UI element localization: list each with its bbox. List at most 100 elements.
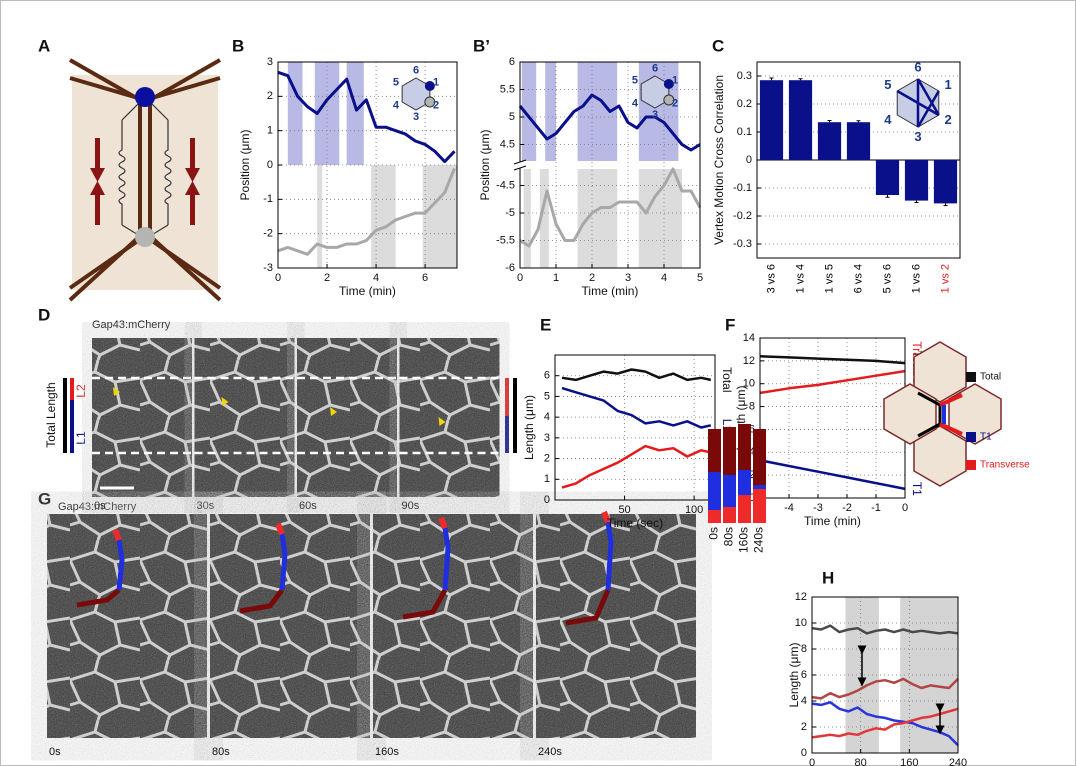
bar [876,160,899,195]
panel-label: A [38,36,50,55]
l2-label: L2 [74,384,88,398]
overlay-t1 [119,540,122,590]
y-tick-label: -4.5 [496,179,515,191]
plot-frame [555,355,715,500]
x-tick-label: 240 [949,757,967,766]
bar-segment [738,470,751,495]
y-tick-label: 5.5 [500,83,515,95]
y-axis-label: Length (μm) [787,643,801,708]
y-tick-label: 5 [509,111,515,123]
shaded-band [578,169,618,268]
y-tick-label: 0.2 [737,98,752,110]
x-axis-label: Time (min) [582,284,639,298]
series-line [760,371,905,393]
y-tick-label: -1 [263,193,273,205]
series-label: Total [720,367,734,392]
x-tick-label: 4 [373,272,379,284]
bar-segment [738,424,751,470]
x-tick-label: 5 vs 6 [881,264,893,293]
shaded-band [317,165,322,268]
inset-label: 2 [945,112,952,127]
x-tick-label: 1 [553,272,559,284]
y-tick-label: 0 [544,494,550,506]
x-tick-label: 1 vs 4 [794,264,806,293]
inset-label: 5 [884,77,891,92]
x-tick-label: 80s [722,527,736,546]
x-tick-label: -2 [842,502,852,514]
x-tick-label: 0s [707,527,721,540]
x-tick-label: -3 [813,502,823,514]
time-label: 0s [94,500,106,512]
bar-segment [753,485,766,489]
series-line [760,356,905,363]
error-bar [770,78,774,80]
bar [818,122,841,160]
panel-label: B [232,36,244,55]
shaded-band [371,165,396,268]
panel-label: B’ [473,36,490,55]
inset-label: 5 [393,76,399,88]
y-tick-label: -5.5 [496,234,515,246]
y-tick-label: 8 [801,643,807,655]
x-tick-label: 160s [737,527,751,553]
y-tick-label: 6 [509,56,515,68]
error-bar [944,203,948,205]
y-tick-label: -0.1 [733,182,752,194]
x-tick-label: 2 [589,272,595,284]
shaded-band [545,62,556,161]
series-line [760,460,905,489]
inset-label: 3 [413,111,419,123]
bar [934,160,957,203]
overlay-transverse [278,524,282,534]
x-tick-label: 0 [902,502,908,514]
panel-label: H [822,568,834,587]
series-line [562,446,711,488]
y-tick-label: -5 [505,207,515,219]
bar [789,80,812,160]
y-tick-label: 0 [746,154,752,166]
y-tick-label: 3 [267,56,273,68]
y-tick-label: 4 [801,695,807,707]
time-label: 60s [299,500,317,512]
panel-label: E [540,315,551,334]
error-bar [828,121,832,123]
legend-label: Total [980,372,1001,383]
image-cells [195,338,295,497]
image-cells [400,338,500,497]
error-bar [886,195,890,197]
legend-label: Transverse [980,460,1030,471]
x-tick-label: 2 [324,272,330,284]
time-label: 0s [49,746,61,758]
figure: A D Gap43:mCherry Total Length L2 L1 G G… [0,0,1076,766]
y-tick-label: 1 [267,125,273,137]
bar-segment [723,475,736,507]
x-tick-label: 5 [697,272,703,284]
bar-segment [753,429,766,485]
panel-label: G [38,489,51,508]
y-tick-label: -6 [505,262,515,274]
series-line [562,388,711,427]
y-tick-label: 4 [544,411,550,423]
inset-label: 6 [413,65,419,77]
image-cells [373,514,533,738]
y-axis-label: Length (μm) [522,395,536,460]
x-axis-label: Time (min) [804,514,861,528]
error-bar [857,121,861,122]
y-tick-label: 0.3 [737,70,752,82]
y-axis-label: Position (μm) [478,130,492,201]
y-tick-label: 8 [749,400,755,412]
y-axis-label: Position (μm) [238,130,252,201]
x-tick-label: 3 vs 6 [765,264,777,293]
shaded-band [639,169,682,268]
overlay-t1 [282,534,285,590]
y-tick-label: 12 [795,591,807,603]
inset-label: 4 [393,100,400,112]
inset-label: 4 [884,112,892,127]
legend-swatch [966,432,976,442]
y-tick-label: 0 [267,159,273,171]
x-tick-label: 4 [661,272,667,284]
shaded-band [423,165,457,268]
image-cells [92,338,192,497]
shaded-band [347,62,364,165]
bar-segment [708,510,721,523]
